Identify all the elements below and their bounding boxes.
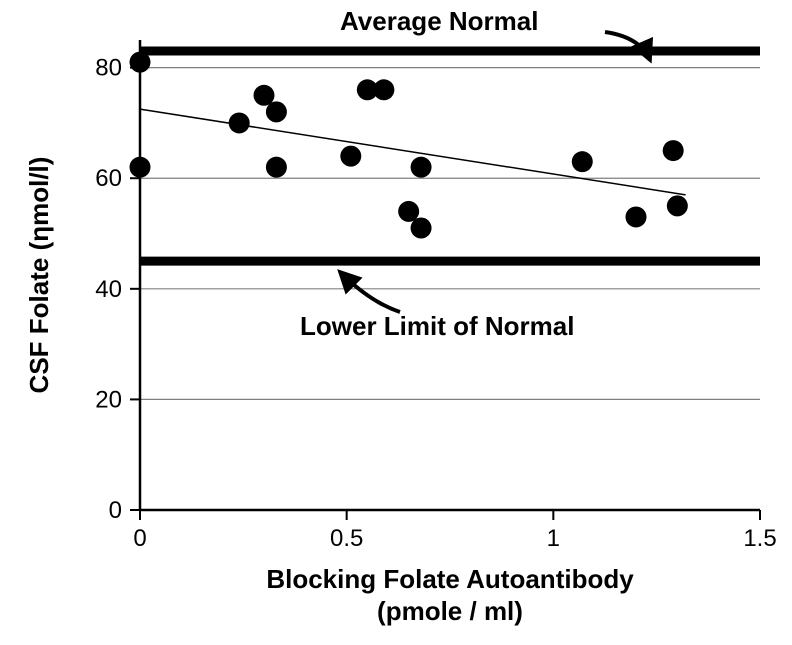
x-axis-sublabel: (pmole / ml)	[377, 596, 523, 626]
data-point	[572, 151, 593, 172]
chart-svg: 0 0.5 1 1.5 0 20 40 60 80 Blocking Folate Autoant…	[0, 0, 792, 645]
data-point	[667, 195, 688, 216]
data-point	[398, 201, 419, 222]
y-axis-label: CSF Folate (ηmol/l)	[24, 157, 54, 394]
data-point	[411, 218, 432, 239]
data-point	[411, 157, 432, 178]
scatter-chart: 0 0.5 1 1.5 0 20 40 60 80 Blocking Folate Autoant…	[0, 0, 792, 645]
annotation-arrow	[605, 32, 650, 60]
x-tick-label: 1	[547, 525, 560, 552]
x-tick-label: 1.5	[743, 525, 776, 552]
annotation-lower-limit: Lower Limit of Normal	[300, 311, 574, 341]
data-point	[373, 79, 394, 100]
annotation-average-normal: Average Normal	[340, 6, 538, 36]
data-point	[229, 112, 250, 133]
data-point	[626, 206, 647, 227]
annotation-arrow	[340, 272, 400, 312]
x-tick-label: 0.5	[330, 525, 363, 552]
y-tick-label: 20	[95, 386, 122, 413]
data-point	[254, 85, 275, 106]
trend-line	[140, 109, 686, 195]
data-point	[340, 146, 361, 167]
data-point	[663, 140, 684, 161]
data-point	[266, 101, 287, 122]
x-tick-label: 0	[133, 525, 146, 552]
y-tick-label: 80	[95, 55, 122, 82]
data-point	[266, 157, 287, 178]
y-tick-label: 40	[95, 276, 122, 303]
y-tick-label: 0	[109, 497, 122, 524]
x-axis-label: Blocking Folate Autoantibody	[266, 564, 634, 594]
y-tick-label: 60	[95, 165, 122, 192]
